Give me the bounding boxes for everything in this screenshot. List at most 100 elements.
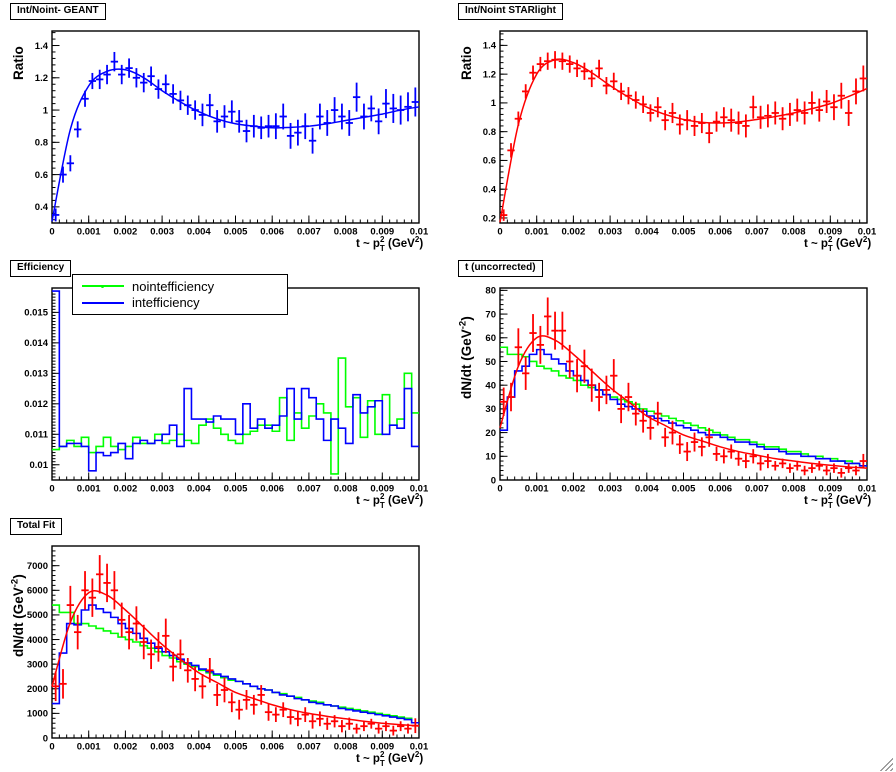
y-tick-label: 0.013 bbox=[24, 369, 48, 380]
pad-int-noint-geant: 0 0.001 0.002 0.003 0.004 0.005 0.006 0.007 0.00… bbox=[0, 0, 448, 257]
int-noint-geant-plot[interactable]: 0 0.001 0.002 0.003 0.004 0.005 0.006 0.007 0.00… bbox=[0, 0, 448, 257]
y-tick-label: 0.015 bbox=[24, 308, 48, 319]
legend-line-blue bbox=[82, 301, 124, 304]
y-tick-label: 2000 bbox=[27, 684, 48, 695]
x-tick-label: 0.003 bbox=[150, 742, 174, 753]
x-axis-title: t ~ p2 T (GeV2) bbox=[804, 235, 871, 253]
int-noint-starlight-plot[interactable]: 0 0.001 0.002 0.003 0.004 0.005 0.006 0.007 0.00… bbox=[448, 0, 896, 257]
pad-title-total-fit: Total Fit bbox=[10, 518, 63, 535]
series-int-hist bbox=[500, 348, 867, 467]
y-tick-label: 7000 bbox=[27, 561, 48, 572]
y-tick-label: 50 bbox=[485, 357, 496, 368]
x-tick-label: 0.01 bbox=[410, 484, 429, 495]
x-tick-label: 0.002 bbox=[114, 227, 138, 238]
x-tick-label: 0.006 bbox=[260, 742, 284, 753]
y-tick-label: 0.6 bbox=[483, 156, 496, 167]
y-axis-title: Ratio bbox=[459, 46, 474, 80]
axes-ticks bbox=[51, 287, 420, 481]
x-axis-title: t ~ p2 T (GeV2) bbox=[356, 750, 423, 768]
y-tick-label: 70 bbox=[485, 309, 496, 320]
series-starlight-ratio-points bbox=[500, 51, 867, 221]
x-tick-label: 0.002 bbox=[562, 484, 586, 495]
series-noint-hist bbox=[500, 346, 867, 467]
series-fit-curve bbox=[499, 335, 868, 469]
y-tick-label: 1.2 bbox=[35, 73, 48, 84]
y-tick-label: 1.2 bbox=[483, 69, 496, 80]
y-tick-label: 0.01 bbox=[30, 460, 49, 471]
legend-label: nointefficiency bbox=[132, 278, 215, 294]
axes-ticks bbox=[499, 289, 868, 481]
x-tick-label: 0.005 bbox=[672, 484, 696, 495]
x-tick-label: 0.005 bbox=[224, 484, 248, 495]
x-tick-label: 0.005 bbox=[672, 227, 696, 238]
pad-efficiency: 0 0.001 0.002 0.003 0.004 0.005 0.006 0.007 0.00… bbox=[0, 257, 448, 514]
t-uncorrected-plot[interactable]: 0 0.001 0.002 0.003 0.004 0.005 0.006 0.007 0.00… bbox=[448, 257, 896, 514]
x-axis-title: t ~ p2 T (GeV2) bbox=[356, 235, 423, 253]
y-tick-label: 40 bbox=[485, 380, 496, 391]
y-tick-label: 1000 bbox=[27, 709, 48, 720]
pad-t-uncorrected: 0 0.001 0.002 0.003 0.004 0.005 0.006 0.007 0.00… bbox=[448, 257, 896, 514]
y-tick-label: 60 bbox=[485, 333, 496, 344]
y-tick-label: 10 bbox=[485, 452, 496, 463]
x-tick-label: 0.003 bbox=[150, 227, 174, 238]
series-int-hist bbox=[52, 604, 419, 724]
x-tick-label: 0.004 bbox=[187, 484, 211, 495]
series-noint-hist bbox=[52, 604, 419, 724]
series-geant-ratio-points bbox=[52, 51, 419, 222]
x-tick-label: 0.005 bbox=[224, 742, 248, 753]
series-fit-curve bbox=[51, 590, 420, 727]
x-tick-label: 0.009 bbox=[370, 227, 394, 238]
legend-label: intefficiency bbox=[132, 295, 200, 311]
series-nointefficiency-hist bbox=[52, 357, 419, 475]
y-tick-label: 0.8 bbox=[35, 138, 48, 149]
x-tick-label: 0.004 bbox=[187, 742, 211, 753]
series-geant-fit-curve bbox=[51, 68, 420, 222]
pad-title-text: t (uncorrected) bbox=[465, 262, 536, 273]
y-tick-label: 5000 bbox=[27, 610, 48, 621]
x-tick-label: 0.009 bbox=[818, 484, 842, 495]
pad-title-text: Total Fit bbox=[17, 520, 56, 531]
x-tick-label: 0 bbox=[49, 484, 54, 495]
x-tick-label: 0.002 bbox=[562, 227, 586, 238]
x-tick-label: 0.008 bbox=[782, 484, 806, 495]
x-axis-title: t ~ p2 T (GeV2) bbox=[804, 492, 871, 510]
x-tick-label: 0.001 bbox=[77, 484, 101, 495]
x-tick-label: 0.007 bbox=[745, 227, 769, 238]
x-tick-label: 0 bbox=[497, 227, 502, 238]
total-fit-plot[interactable]: 0 0.001 0.002 0.003 0.004 0.005 0.006 0.007 0.00… bbox=[0, 515, 448, 772]
x-tick-label: 0.002 bbox=[114, 742, 138, 753]
y-tick-label: 4000 bbox=[27, 635, 48, 646]
x-tick-label: 0.01 bbox=[858, 484, 877, 495]
plot-frame bbox=[51, 287, 420, 481]
pad-title-int-noint-geant: Int/Noint- GEANT bbox=[10, 3, 106, 20]
y-tick-label: 30 bbox=[485, 404, 496, 415]
x-tick-label: 0.001 bbox=[77, 742, 101, 753]
x-tick-label: 0.007 bbox=[297, 742, 321, 753]
legend-marker-dot bbox=[101, 284, 104, 288]
efficiency-plot[interactable]: 0 0.001 0.002 0.003 0.004 0.005 0.006 0.007 0.00… bbox=[0, 257, 448, 514]
y-tick-label: 0 bbox=[491, 475, 496, 486]
x-tick-label: 0 bbox=[49, 742, 54, 753]
pad-int-noint-starlight: 0 0.001 0.002 0.003 0.004 0.005 0.006 0.007 0.00… bbox=[448, 0, 896, 257]
axes-ticks bbox=[51, 32, 420, 223]
pad-title-text: Int/Noint STARlight bbox=[465, 5, 556, 16]
x-tick-label: 0.01 bbox=[858, 227, 877, 238]
pad-total-fit: 0 0.001 0.002 0.003 0.004 0.005 0.006 0.007 0.00… bbox=[0, 515, 448, 772]
canvas-resize-grip[interactable] bbox=[879, 757, 893, 771]
x-tick-label: 0.001 bbox=[525, 227, 549, 238]
x-tick-label: 0.007 bbox=[745, 484, 769, 495]
y-tick-label: 0 bbox=[43, 733, 48, 744]
x-tick-label: 0.009 bbox=[370, 484, 394, 495]
x-tick-label: 0.009 bbox=[370, 742, 394, 753]
y-tick-label: 1 bbox=[43, 105, 49, 116]
y-tick-label: 0.4 bbox=[35, 202, 49, 213]
x-tick-label: 0 bbox=[49, 227, 54, 238]
x-tick-label: 0.002 bbox=[114, 484, 138, 495]
x-tick-label: 0.007 bbox=[297, 227, 321, 238]
y-axis-title: dN/dt (GeV-2) bbox=[458, 316, 475, 399]
x-tick-label: 0.006 bbox=[708, 484, 732, 495]
series-starlight-fit-curve bbox=[499, 58, 868, 223]
series-intefficiency-hist bbox=[52, 290, 419, 472]
series-data-points bbox=[500, 297, 867, 478]
x-tick-label: 0.003 bbox=[598, 227, 622, 238]
